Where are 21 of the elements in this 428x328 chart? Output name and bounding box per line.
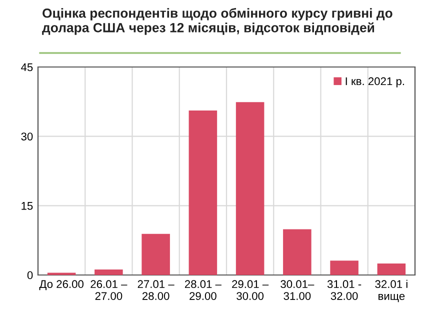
- bar: [94, 269, 123, 275]
- x-tick-label: 26.01 – 27.00: [90, 280, 128, 300]
- y-tick-label: 30: [21, 132, 33, 140]
- y-tick-label: 0: [27, 271, 33, 280]
- x-tick-label: 30.01– 31.00: [280, 280, 314, 300]
- y-tick-label: 15: [22, 202, 33, 210]
- chart-title: Оцінка респондентів щодо обмінного курсу гривні до долара США через 12 місяців, відсоток відповідей: [42, 8, 392, 35]
- y-tick-label: 45: [21, 63, 33, 72]
- bar: [236, 102, 264, 275]
- bar: [283, 229, 312, 275]
- x-tick-label: 27.01 – 28.00: [138, 280, 174, 300]
- x-tick-label: 31.01 - 32.00: [327, 280, 362, 300]
- x-tick-label: 32.01 і вище: [375, 280, 408, 302]
- x-tick-label: До 26.00: [39, 280, 84, 290]
- bar: [188, 110, 218, 275]
- x-tick-label: 29.01 – 30.00: [232, 280, 269, 300]
- bar: [377, 263, 406, 275]
- legend-label: І кв. 2021 р.: [346, 77, 404, 88]
- x-tick-label: 28.01 – 29.00: [184, 280, 222, 300]
- bar: [142, 234, 170, 275]
- bar: [330, 260, 358, 275]
